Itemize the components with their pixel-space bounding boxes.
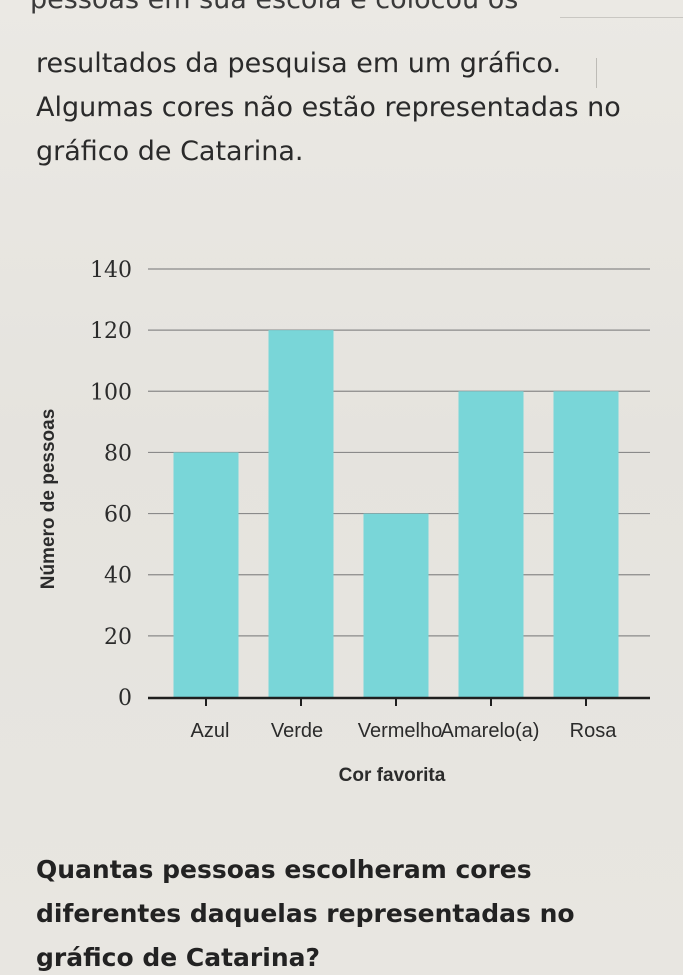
x-axis-title: Cor favorita <box>339 765 446 786</box>
question-line-2: diferentes daquelas representadas no <box>36 899 575 928</box>
x-tick-label-azul: Azul <box>191 720 230 742</box>
y-tick-label-20: 20 <box>104 625 132 650</box>
question-text: Quantas pessoas escolheram cores diferen… <box>36 848 575 975</box>
bar-rosa <box>553 391 619 697</box>
y-tick-label-100: 100 <box>90 380 132 405</box>
y-tick-label-80: 80 <box>104 441 132 466</box>
y-tick-label-140: 140 <box>90 258 132 283</box>
x-tick-label-verde: Verde <box>271 720 323 742</box>
y-tick-label-60: 60 <box>104 503 132 528</box>
bars <box>173 330 619 697</box>
intro-line-3: gráfico de Catarina. <box>36 136 304 167</box>
bar-amareloa <box>458 391 524 697</box>
intro-paragraph: resultados da pesquisa em um gráfico. Al… <box>36 42 621 174</box>
bar-azul <box>173 452 239 697</box>
question-line-3: gráfico de Catarina? <box>36 943 320 972</box>
y-axis-title: Número de pessoas <box>38 409 59 590</box>
labels: 0 20 40 60 80 100 120 140 Azul Verde VermelhoAmare… <box>38 258 617 786</box>
intro-line-2: Algumas cores não estão representadas no <box>36 92 621 123</box>
bar-chart: 0 20 40 60 80 100 120 140 Azul Verde VermelhoAmare… <box>38 258 650 786</box>
axes <box>148 696 650 706</box>
bar-verde <box>268 330 334 697</box>
y-tick-label-120: 120 <box>90 319 132 344</box>
top-rule <box>560 17 683 18</box>
cut-off-text-line: pessoas em sua escola e colocou os <box>30 0 590 16</box>
question-line-1: Quantas pessoas escolheram cores <box>36 855 532 884</box>
intro-line-1: resultados da pesquisa em um gráfico. <box>36 48 562 79</box>
page-edge-mark <box>596 58 597 88</box>
cut-off-text: pessoas em sua escola e colocou os <box>30 0 518 15</box>
bar-vermelho <box>363 513 429 697</box>
y-tick-label-0: 0 <box>118 686 132 711</box>
x-tick-label-rosa: Rosa <box>570 720 618 742</box>
x-tick-label-amareloa: Amarelo(a) <box>441 720 540 742</box>
y-tick-label-40: 40 <box>104 564 132 589</box>
x-tick-label-vermelho: Vermelho <box>358 720 443 742</box>
